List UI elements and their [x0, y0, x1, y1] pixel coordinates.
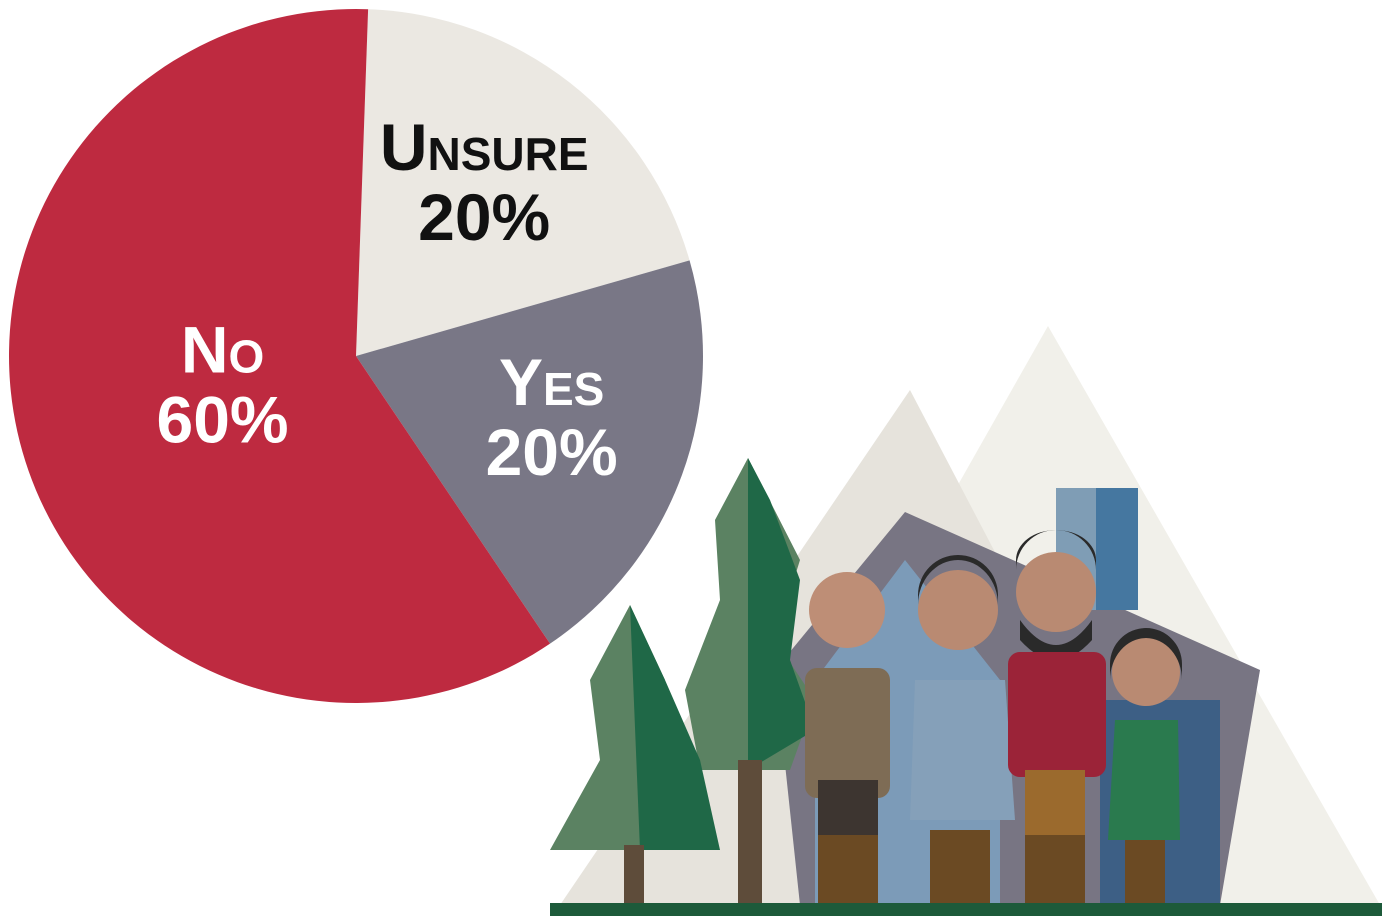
slice-value-label: 20% [486, 415, 618, 489]
slice-label: Unsure [380, 110, 589, 184]
slice-label: Yes [499, 345, 604, 419]
pie-slice [356, 9, 690, 356]
slice-label: No [181, 312, 264, 386]
pie-slice [356, 260, 703, 644]
pie-slice [8, 9, 551, 704]
illustration [550, 326, 1382, 916]
slice-value-label: 20% [418, 180, 550, 254]
slice-value-label: 60% [157, 382, 289, 456]
